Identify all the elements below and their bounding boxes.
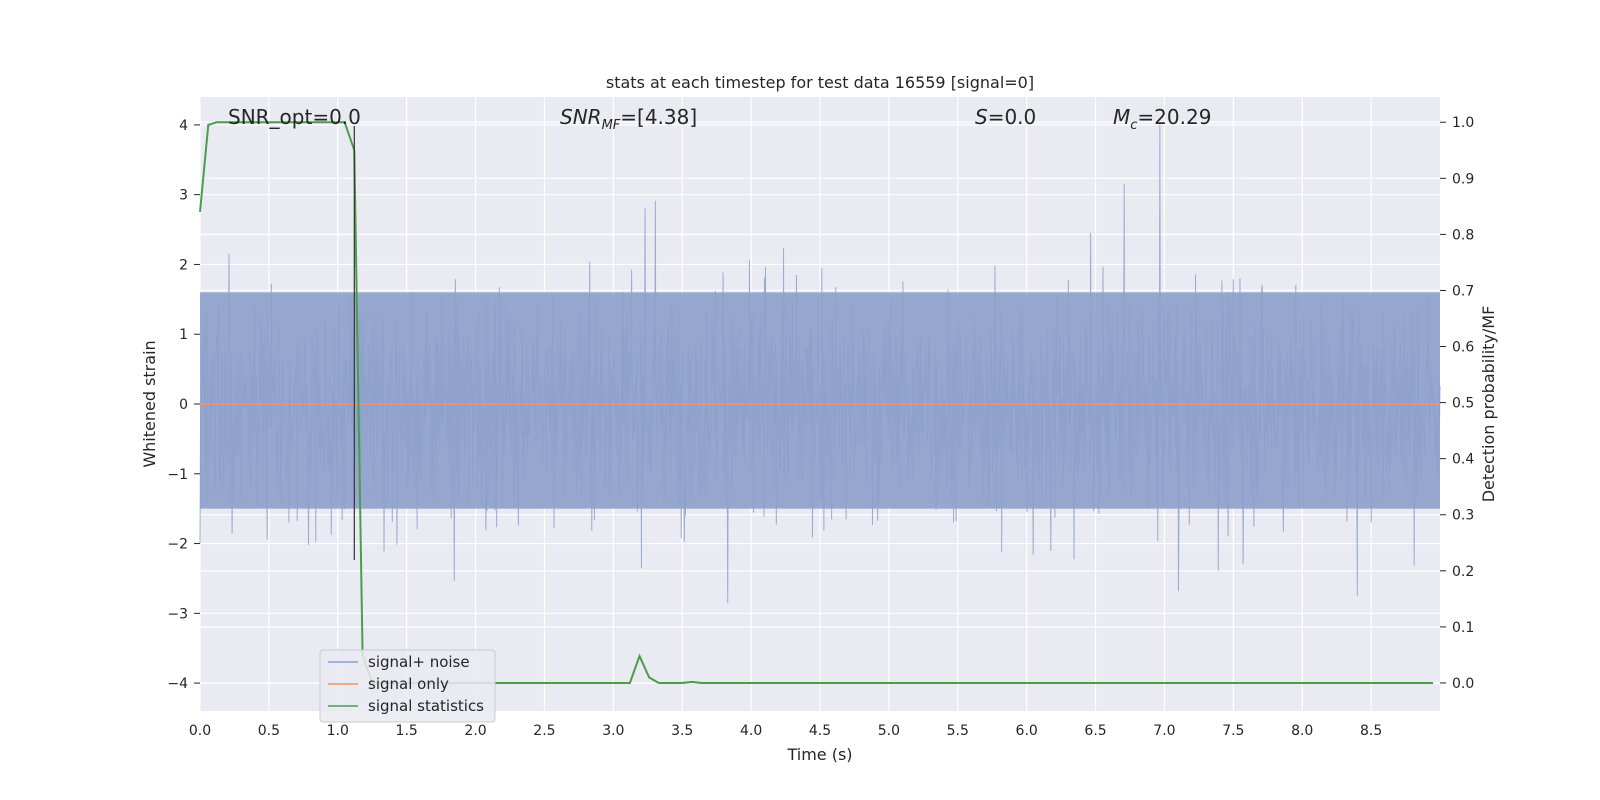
legend: signal+ noise signal only signal statist… [319, 649, 496, 723]
x-tick-label: 1.5 [396, 723, 418, 739]
y-axis-right-label: Detection probability/MF [1479, 306, 1498, 503]
x-tick-label: 2.0 [464, 723, 486, 739]
legend-label-signal-noise: signal+ noise [368, 653, 470, 671]
legend-box [319, 649, 496, 723]
y-tick-label-right: 0.8 [1452, 227, 1474, 243]
y-tick-label-right: 1.0 [1452, 115, 1474, 131]
signal-statistics-line [199, 121, 1434, 684]
y-tick-label-left: 0 [179, 397, 188, 413]
x-tick-label: 5.5 [947, 723, 969, 739]
y-tick-label-left: −2 [167, 537, 188, 553]
annotation-s: S=0.0 [975, 105, 1036, 129]
signal-noise-series [199, 124, 1441, 604]
y-tick-label-right: 0.1 [1452, 620, 1474, 636]
y-tick-label-right: 0.3 [1452, 508, 1474, 524]
annotation-mc: Mc=20.29 [1113, 105, 1211, 133]
x-tick-label: 7.5 [1222, 723, 1244, 739]
y-axis-right-ticks: 1.0 0.9 0.8 0.7 0.6 0.5 0.4 0.3 0.2 0.1 0.0 [1440, 115, 1474, 692]
y-tick-label-right: 0.5 [1452, 396, 1474, 412]
x-tick-label: 3.0 [602, 723, 624, 739]
x-tick-label: 0.5 [258, 723, 280, 739]
x-tick-label: 6.5 [1084, 723, 1106, 739]
y-tick-label-left: 1 [179, 327, 188, 343]
x-tick-label: 5.0 [878, 723, 900, 739]
y-tick-label-left: 4 [179, 118, 188, 134]
x-tick-label: 2.5 [533, 723, 555, 739]
signal-noise-line [199, 124, 1441, 604]
series-layer [199, 121, 1440, 684]
chart-title: stats at each timestep for test data 165… [606, 73, 1034, 92]
y-tick-label-right: 0.2 [1452, 564, 1474, 580]
x-tick-label: 8.0 [1291, 723, 1313, 739]
annotation-snr-mf: SNRMF=[4.38] [560, 105, 697, 133]
legend-label-signal-only: signal only [368, 675, 449, 693]
y-axis-left-ticks: 4 3 2 1 0 −1 −2 −3 −4 [167, 118, 200, 692]
y-axis-left-label: Whitened strain [140, 340, 159, 467]
y-tick-label-left: 2 [179, 257, 188, 273]
x-axis-label: Time (s) [786, 745, 852, 764]
x-tick-label: 8.5 [1360, 723, 1382, 739]
x-tick-label: 4.0 [740, 723, 762, 739]
x-tick-label: 0.0 [189, 723, 211, 739]
y-tick-label-right: 0.0 [1452, 676, 1474, 692]
y-tick-label-left: −1 [167, 467, 188, 483]
y-tick-label-right: 0.9 [1452, 171, 1474, 187]
y-tick-label-right: 0.4 [1452, 452, 1474, 468]
x-tick-label: 1.0 [327, 723, 349, 739]
x-axis-ticks: 0.0 0.5 1.0 1.5 2.0 2.5 3.0 3.5 4.0 4.5 5.0 5.5 6.0 6… [189, 723, 1382, 739]
x-tick-label: 6.0 [1016, 723, 1038, 739]
x-tick-label: 7.0 [1153, 723, 1175, 739]
y-tick-label-right: 0.6 [1452, 340, 1474, 356]
y-tick-label-left: −4 [167, 676, 188, 692]
y-tick-label-left: −3 [167, 606, 188, 622]
y-tick-label-left: 3 [179, 188, 188, 204]
annotation-snr-opt: SNR_opt=0.0 [228, 105, 361, 129]
y-tick-label-right: 0.7 [1452, 283, 1474, 299]
x-tick-label: 3.5 [671, 723, 693, 739]
legend-label-signal-statistics: signal statistics [368, 697, 484, 715]
x-tick-label: 4.5 [809, 723, 831, 739]
